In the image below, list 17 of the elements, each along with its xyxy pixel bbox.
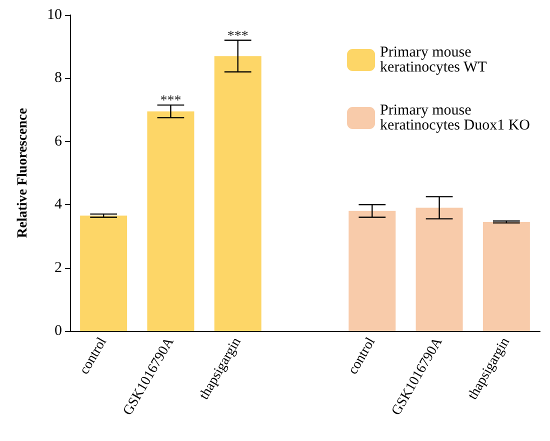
bar: [214, 56, 262, 331]
y-tick-label: 10: [47, 7, 62, 23]
y-tick-label: 6: [54, 133, 62, 150]
legend-label: Primary mouse keratinocytes WT: [380, 44, 487, 76]
annotation: ***: [227, 28, 248, 44]
bar: [80, 216, 128, 331]
bar: [482, 222, 530, 331]
y-tick-label: 8: [54, 70, 62, 86]
annotation: ***: [160, 94, 182, 109]
bar: [348, 210, 396, 331]
bar: [147, 111, 194, 331]
y-tick-label: 0: [54, 323, 62, 339]
y-tick-label: 2: [54, 260, 62, 276]
y-axis-title: Relative Fluorescence: [16, 108, 30, 238]
y-tick-label: 4: [54, 196, 62, 213]
legend-label: Primary mouse keratinocytes Duox1 KO: [380, 102, 530, 134]
bar: [416, 208, 463, 331]
